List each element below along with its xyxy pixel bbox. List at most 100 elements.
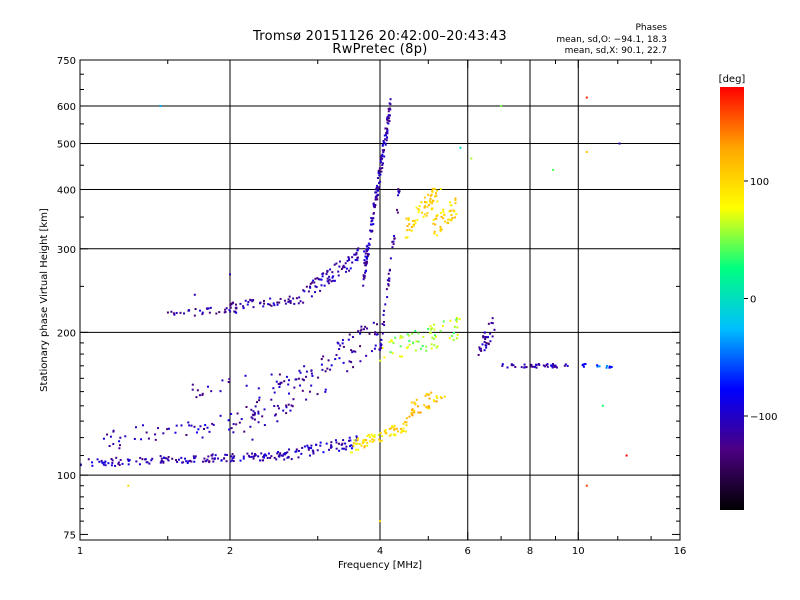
data-point <box>233 455 236 458</box>
data-point <box>213 457 216 460</box>
data-point <box>365 327 368 330</box>
data-point <box>348 258 351 261</box>
data-point <box>285 412 288 415</box>
data-point <box>331 271 334 274</box>
data-point <box>114 464 117 467</box>
data-point <box>112 429 115 432</box>
data-point <box>387 284 390 287</box>
data-point <box>318 278 321 281</box>
data-point <box>205 459 208 462</box>
data-point <box>301 378 304 381</box>
data-point <box>154 438 157 441</box>
data-point <box>406 229 409 232</box>
data-point <box>366 260 369 263</box>
data-point <box>454 197 457 200</box>
data-point <box>530 363 533 366</box>
data-point <box>314 285 317 288</box>
data-point <box>185 460 188 463</box>
data-point <box>429 197 432 200</box>
data-point <box>211 457 214 460</box>
y-tick-label: 400 <box>57 186 76 197</box>
data-point <box>257 387 260 390</box>
data-point <box>148 462 151 465</box>
data-point <box>195 431 198 434</box>
data-point <box>489 340 492 343</box>
data-point <box>118 444 121 447</box>
plot-subtitle: RwPretec (8p) <box>332 42 428 57</box>
data-point <box>299 300 302 303</box>
data-point <box>194 308 197 311</box>
data-point <box>347 439 350 442</box>
data-point <box>399 427 402 430</box>
data-point <box>172 312 175 315</box>
data-point <box>303 365 306 368</box>
data-point <box>533 365 536 368</box>
data-point <box>520 366 523 369</box>
data-point <box>329 446 332 449</box>
data-point <box>366 441 369 444</box>
data-point <box>415 398 418 401</box>
data-point <box>514 366 517 369</box>
data-point <box>305 398 308 401</box>
data-point <box>322 451 325 454</box>
data-point <box>160 457 163 460</box>
data-point <box>424 394 427 397</box>
data-point <box>383 149 386 152</box>
data-point <box>418 205 421 208</box>
data-point <box>563 364 566 367</box>
data-point <box>433 323 436 326</box>
data-point <box>379 349 382 352</box>
data-point <box>348 333 351 336</box>
data-point <box>327 282 330 285</box>
data-point <box>324 370 327 373</box>
data-point <box>429 201 432 204</box>
data-point <box>364 264 367 267</box>
data-point <box>364 271 367 274</box>
data-point <box>354 258 357 261</box>
data-point <box>363 446 366 449</box>
data-point <box>310 369 313 372</box>
data-point <box>111 459 114 462</box>
data-point <box>287 383 290 386</box>
y-tick-label: 200 <box>57 328 76 339</box>
data-point <box>432 399 435 402</box>
data-point <box>276 404 279 407</box>
data-point <box>203 427 206 430</box>
data-point <box>170 310 173 313</box>
data-point <box>328 278 331 281</box>
data-point <box>431 327 434 330</box>
data-point <box>287 392 290 395</box>
data-point <box>412 225 415 228</box>
data-point <box>373 333 376 336</box>
data-point <box>413 409 416 412</box>
data-point <box>353 439 356 442</box>
data-point <box>201 392 204 395</box>
data-point <box>357 247 360 250</box>
data-point <box>534 363 537 366</box>
data-point <box>372 223 375 226</box>
data-point <box>298 296 301 299</box>
data-point <box>103 461 106 464</box>
data-point <box>263 454 266 457</box>
data-point <box>351 335 354 338</box>
data-point <box>270 398 273 401</box>
data-point <box>361 441 364 444</box>
data-point <box>364 325 367 328</box>
data-point <box>289 300 292 303</box>
data-point <box>487 342 490 345</box>
data-point <box>411 332 414 335</box>
data-point <box>425 392 428 395</box>
data-point <box>392 425 395 428</box>
data-point <box>373 439 376 442</box>
data-point <box>433 232 436 235</box>
data-point <box>297 449 300 452</box>
data-point <box>252 455 255 458</box>
data-point <box>186 462 189 465</box>
data-point <box>384 303 387 306</box>
data-point <box>583 363 586 366</box>
data-point <box>374 331 377 334</box>
data-point <box>454 199 457 202</box>
data-point <box>323 284 326 287</box>
data-point <box>128 458 131 461</box>
data-point <box>422 216 425 219</box>
